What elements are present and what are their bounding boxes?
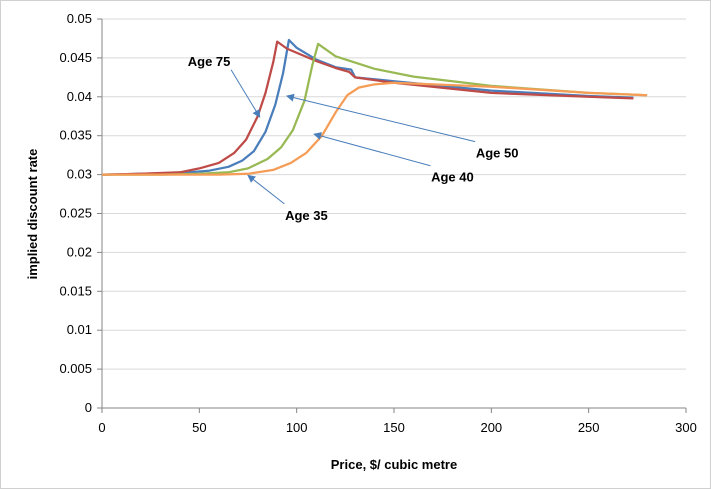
series-line-1: [101, 38, 634, 176]
y-tick-label: 0.05: [67, 11, 92, 26]
annotation-arrow: [230, 69, 261, 118]
x-axis-title: Price, $/ cubic metre: [331, 457, 457, 472]
x-tick-label: 50: [192, 420, 206, 435]
axes: 0 0.005 0.01 0.015 0.02 0.025 0.03 0.035 0.04 0.0…: [59, 11, 696, 435]
y-tick-label: 0.015: [59, 283, 92, 298]
x-tick-label: 200: [480, 420, 502, 435]
y-tick-label: 0.035: [59, 128, 92, 143]
series-lines: [101, 38, 648, 176]
y-tick-label: 0: [85, 400, 92, 415]
annotation-label: Age 40: [431, 170, 474, 185]
series-line-3: [102, 42, 648, 176]
annotation-arrow: [313, 132, 431, 167]
annotation-arrow: [285, 93, 476, 143]
x-tick-label: 250: [578, 420, 600, 435]
y-axis-title: implied discount rate: [25, 149, 40, 280]
y-tick-label: 0.025: [59, 206, 92, 221]
annotation-label: Age 35: [285, 208, 328, 223]
annotation-label: Age 50: [476, 146, 519, 161]
x-tick-label: 150: [383, 420, 405, 435]
y-tick-label: 0.045: [59, 50, 92, 65]
y-tick-label: 0.03: [67, 167, 92, 182]
y-tick-label: 0.005: [59, 361, 92, 376]
x-tick-label: 300: [675, 420, 697, 435]
series-line-2: [101, 40, 634, 176]
x-tick-label: 0: [98, 420, 105, 435]
y-tick-label: 0.04: [67, 89, 92, 104]
x-tick-label: 100: [286, 420, 308, 435]
gridlines: [102, 18, 686, 370]
annotation-label: Age 75: [188, 54, 231, 69]
series-line-4: [102, 81, 648, 176]
y-tick-label: 0.02: [67, 244, 92, 259]
y-tick-label: 0.01: [67, 322, 92, 337]
annotation-arrow: [247, 174, 285, 205]
